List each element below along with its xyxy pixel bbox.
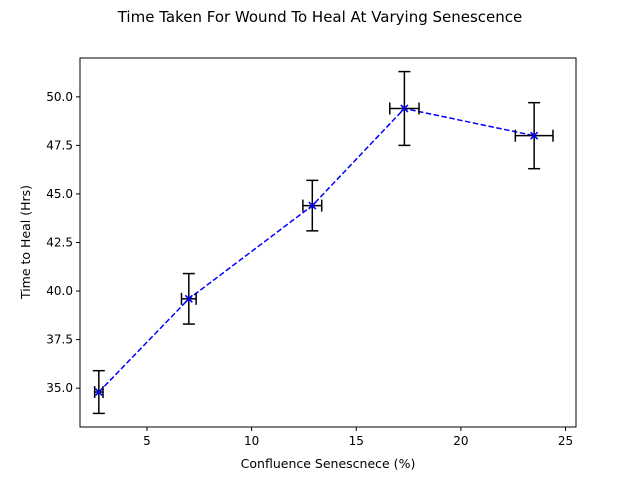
data-point-marker [530, 131, 539, 140]
y-tick-label: 47.5 [46, 138, 73, 152]
y-tick-label: 50.0 [46, 90, 73, 104]
y-tick-label: 45.0 [46, 187, 73, 201]
data-point-marker [400, 104, 409, 113]
x-tick-label: 25 [558, 434, 573, 448]
y-axis: 35.0 37.5 40.0 42.5 45.0 47.5 50.0 [46, 90, 80, 395]
chart-title: Time Taken For Wound To Heal At Varying … [117, 8, 523, 26]
data-point-marker [94, 387, 103, 397]
plot-layer [92, 70, 554, 415]
data-point-marker [308, 201, 317, 210]
x-axis-label: Confluence Senescnece (%) [241, 456, 416, 471]
x-tick-label: 20 [453, 434, 468, 448]
x-tick-label: 10 [244, 434, 259, 448]
x-tick-label: 5 [143, 434, 151, 448]
y-axis-label: Time to Heal (Hrs) [18, 185, 33, 300]
data-point-marker [184, 294, 193, 303]
x-axis: 5 10 15 20 25 [143, 427, 573, 448]
y-tick-label: 37.5 [46, 333, 73, 347]
y-tick-label: 40.0 [46, 284, 73, 298]
y-tick-label: 42.5 [46, 236, 73, 250]
x-tick-label: 15 [349, 434, 364, 448]
y-tick-label: 35.0 [46, 381, 73, 395]
